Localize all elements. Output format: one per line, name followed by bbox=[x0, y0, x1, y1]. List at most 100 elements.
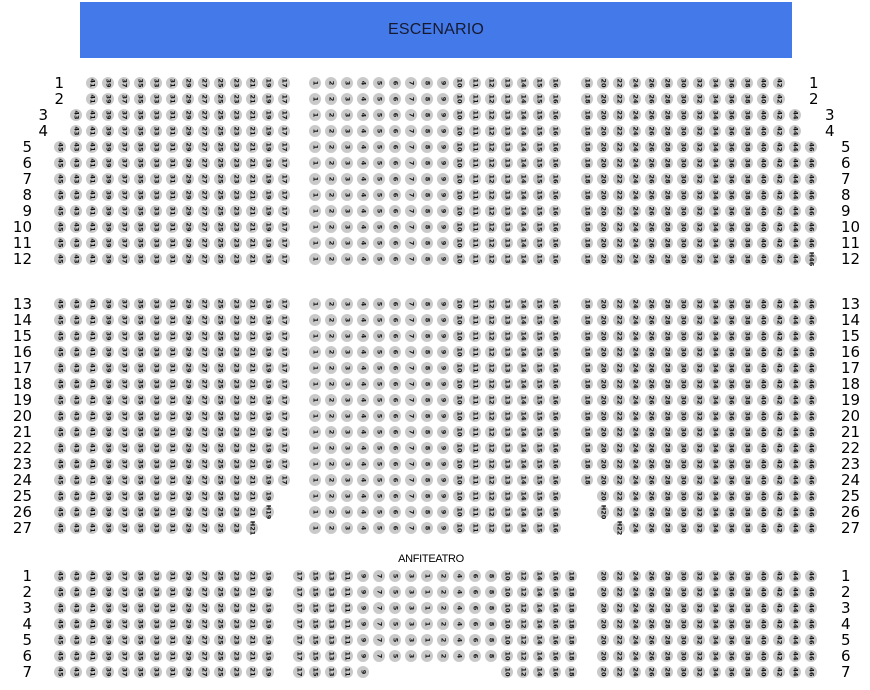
platea-seat-row6-16[interactable]: 16 bbox=[549, 157, 561, 169]
platea-seat-row12-24[interactable]: 24 bbox=[629, 253, 641, 265]
platea-seat-row9-11[interactable]: 11 bbox=[469, 205, 481, 217]
platea-seat-row24-26[interactable]: 26 bbox=[645, 474, 657, 486]
platea-seat-row17-23[interactable]: 23 bbox=[230, 362, 242, 374]
platea-seat-row7-15[interactable]: 15 bbox=[533, 173, 545, 185]
anfiteatro-seat-row6-30[interactable]: 30 bbox=[677, 650, 689, 662]
anfiteatro-seat-row2-8[interactable]: 8 bbox=[485, 586, 497, 598]
platea-seat-row23-10[interactable]: 10 bbox=[453, 458, 465, 470]
platea-seat-row16-3[interactable]: 3 bbox=[341, 346, 353, 358]
platea-seat-row17-24[interactable]: 24 bbox=[629, 362, 641, 374]
platea-seat-row15-39[interactable]: 39 bbox=[102, 330, 114, 342]
anfiteatro-seat-row4-33[interactable]: 33 bbox=[150, 618, 162, 630]
platea-seat-row15-22[interactable]: 22 bbox=[613, 330, 625, 342]
platea-seat-row26-45[interactable]: 45 bbox=[54, 506, 66, 518]
platea-seat-row17-34[interactable]: 34 bbox=[709, 362, 721, 374]
platea-seat-row2-34[interactable]: 34 bbox=[709, 93, 721, 105]
anfiteatro-seat-row3-44[interactable]: 44 bbox=[789, 602, 801, 614]
anfiteatro-seat-row6-6[interactable]: 6 bbox=[469, 650, 481, 662]
platea-seat-row13-41[interactable]: 41 bbox=[86, 298, 98, 310]
platea-seat-row13-27[interactable]: 27 bbox=[198, 298, 210, 310]
platea-seat-row24-29[interactable]: 29 bbox=[182, 474, 194, 486]
platea-seat-row3-9[interactable]: 9 bbox=[437, 109, 449, 121]
anfiteatro-seat-row7-45[interactable]: 45 bbox=[54, 666, 66, 678]
anfiteatro-seat-row2-45[interactable]: 45 bbox=[54, 586, 66, 598]
anfiteatro-seat-row4-3[interactable]: 3 bbox=[405, 618, 417, 630]
platea-seat-row12-22[interactable]: 22 bbox=[613, 253, 625, 265]
platea-seat-row6-27[interactable]: 27 bbox=[198, 157, 210, 169]
platea-seat-row24-37[interactable]: 37 bbox=[118, 474, 130, 486]
platea-seat-row19-15[interactable]: 15 bbox=[533, 394, 545, 406]
platea-seat-row9-9[interactable]: 9 bbox=[437, 205, 449, 217]
platea-seat-row23-24[interactable]: 24 bbox=[629, 458, 641, 470]
anfiteatro-seat-row5-15[interactable]: 15 bbox=[309, 634, 321, 646]
platea-seat-row15-10[interactable]: 10 bbox=[453, 330, 465, 342]
platea-seat-row27-23[interactable]: 23 bbox=[230, 522, 242, 534]
platea-seat-row2-20[interactable]: 20 bbox=[597, 93, 609, 105]
platea-seat-row17-32[interactable]: 32 bbox=[693, 362, 705, 374]
anfiteatro-seat-row2-20[interactable]: 20 bbox=[597, 586, 609, 598]
anfiteatro-seat-row1-35[interactable]: 35 bbox=[134, 570, 146, 582]
platea-seat-row20-21[interactable]: 21 bbox=[246, 410, 258, 422]
platea-seat-row15-5[interactable]: 5 bbox=[373, 330, 385, 342]
platea-seat-row12-28[interactable]: 28 bbox=[661, 253, 673, 265]
platea-seat-row13-38[interactable]: 38 bbox=[741, 298, 753, 310]
platea-seat-row27-37[interactable]: 37 bbox=[118, 522, 130, 534]
platea-seat-row1-33[interactable]: 33 bbox=[150, 77, 162, 89]
anfiteatro-seat-row2-13[interactable]: 13 bbox=[325, 586, 337, 598]
platea-seat-row18-28[interactable]: 28 bbox=[661, 378, 673, 390]
platea-seat-row6-28[interactable]: 28 bbox=[661, 157, 673, 169]
platea-seat-row6-18[interactable]: 18 bbox=[581, 157, 593, 169]
platea-seat-row16-24[interactable]: 24 bbox=[629, 346, 641, 358]
platea-seat-row11-42[interactable]: 42 bbox=[773, 237, 785, 249]
platea-seat-row3-35[interactable]: 35 bbox=[134, 109, 146, 121]
platea-seat-row25-27[interactable]: 27 bbox=[198, 490, 210, 502]
anfiteatro-seat-row2-3[interactable]: 3 bbox=[405, 586, 417, 598]
platea-seat-row10-43[interactable]: 43 bbox=[70, 221, 82, 233]
anfiteatro-seat-row3-8[interactable]: 8 bbox=[485, 602, 497, 614]
anfiteatro-seat-row7-35[interactable]: 35 bbox=[134, 666, 146, 678]
platea-seat-row3-41[interactable]: 41 bbox=[86, 109, 98, 121]
platea-seat-row21-19[interactable]: 19 bbox=[262, 426, 274, 438]
platea-seat-row12-19[interactable]: 19 bbox=[262, 253, 274, 265]
platea-seat-row7-26[interactable]: 26 bbox=[645, 173, 657, 185]
platea-seat-row18-40[interactable]: 40 bbox=[757, 378, 769, 390]
platea-seat-row27-H22[interactable]: H22 bbox=[613, 521, 625, 535]
platea-seat-row15-25[interactable]: 25 bbox=[214, 330, 226, 342]
platea-seat-row11-45[interactable]: 45 bbox=[54, 237, 66, 249]
platea-seat-row24-27[interactable]: 27 bbox=[198, 474, 210, 486]
platea-seat-row23-40[interactable]: 40 bbox=[757, 458, 769, 470]
platea-seat-row15-35[interactable]: 35 bbox=[134, 330, 146, 342]
platea-seat-row20-5[interactable]: 5 bbox=[373, 410, 385, 422]
anfiteatro-seat-row6-3[interactable]: 3 bbox=[405, 650, 417, 662]
platea-seat-row7-44[interactable]: 44 bbox=[789, 173, 801, 185]
platea-seat-row8-10[interactable]: 10 bbox=[453, 189, 465, 201]
platea-seat-row6-9[interactable]: 9 bbox=[437, 157, 449, 169]
anfiteatro-seat-row4-6[interactable]: 6 bbox=[469, 618, 481, 630]
platea-seat-row16-18[interactable]: 18 bbox=[581, 346, 593, 358]
platea-seat-row11-37[interactable]: 37 bbox=[118, 237, 130, 249]
platea-seat-row25-30[interactable]: 30 bbox=[677, 490, 689, 502]
platea-seat-row20-3[interactable]: 3 bbox=[341, 410, 353, 422]
platea-seat-row19-22[interactable]: 22 bbox=[613, 394, 625, 406]
platea-seat-row21-3[interactable]: 3 bbox=[341, 426, 353, 438]
platea-seat-row14-15[interactable]: 15 bbox=[533, 314, 545, 326]
anfiteatro-seat-row5-42[interactable]: 42 bbox=[773, 634, 785, 646]
platea-seat-row25-3[interactable]: 3 bbox=[341, 490, 353, 502]
platea-seat-row8-38[interactable]: 38 bbox=[741, 189, 753, 201]
platea-seat-row4-8[interactable]: 8 bbox=[421, 125, 433, 137]
platea-seat-row14-8[interactable]: 8 bbox=[421, 314, 433, 326]
platea-seat-row6-34[interactable]: 34 bbox=[709, 157, 721, 169]
platea-seat-row20-13[interactable]: 13 bbox=[501, 410, 513, 422]
platea-seat-row4-18[interactable]: 18 bbox=[581, 125, 593, 137]
anfiteatro-seat-row4-15[interactable]: 15 bbox=[309, 618, 321, 630]
anfiteatro-seat-row7-44[interactable]: 44 bbox=[789, 666, 801, 678]
platea-seat-row19-20[interactable]: 20 bbox=[597, 394, 609, 406]
platea-seat-row14-41[interactable]: 41 bbox=[86, 314, 98, 326]
platea-seat-row26-23[interactable]: 23 bbox=[230, 506, 242, 518]
platea-seat-row25-25[interactable]: 25 bbox=[214, 490, 226, 502]
platea-seat-row14-24[interactable]: 24 bbox=[629, 314, 641, 326]
platea-seat-row9-24[interactable]: 24 bbox=[629, 205, 641, 217]
platea-seat-row10-10[interactable]: 10 bbox=[453, 221, 465, 233]
platea-seat-row9-13[interactable]: 13 bbox=[501, 205, 513, 217]
platea-seat-row20-28[interactable]: 28 bbox=[661, 410, 673, 422]
